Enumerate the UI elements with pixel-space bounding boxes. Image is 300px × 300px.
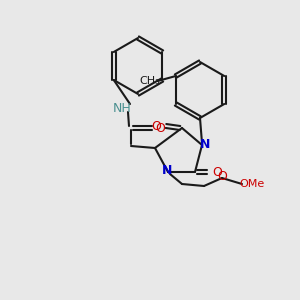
Text: NH: NH [112, 101, 131, 115]
Text: O: O [155, 122, 165, 134]
Text: O: O [217, 170, 227, 184]
Text: N: N [200, 139, 210, 152]
Text: CH₃: CH₃ [140, 76, 160, 86]
Text: O: O [151, 119, 161, 133]
Text: OMe: OMe [239, 179, 265, 189]
Text: O: O [212, 166, 222, 178]
Text: N: N [162, 164, 172, 176]
